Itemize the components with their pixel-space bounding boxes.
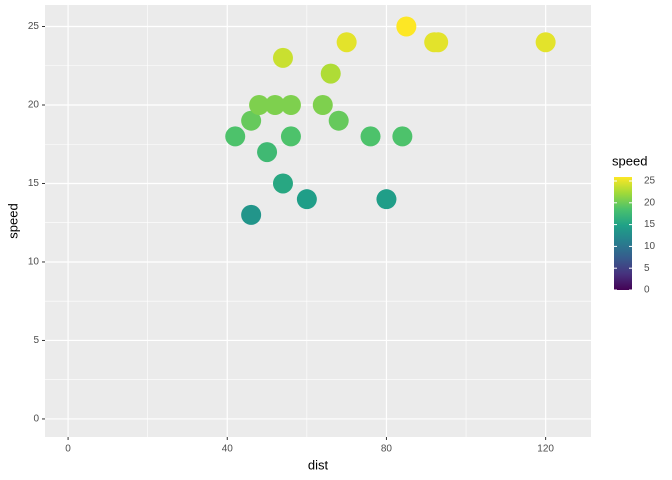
x-tick-label: 0 xyxy=(65,444,71,455)
legend-tick-label: 0 xyxy=(644,285,650,296)
point xyxy=(257,142,278,163)
point xyxy=(241,110,262,131)
legend-tick-label: 20 xyxy=(644,197,656,208)
point xyxy=(272,173,293,194)
legend-tick-label: 10 xyxy=(644,241,656,252)
point xyxy=(312,94,333,115)
point xyxy=(241,204,262,225)
legend-tick-label: 15 xyxy=(644,219,656,230)
point xyxy=(336,32,357,53)
point xyxy=(265,94,286,115)
point xyxy=(360,126,381,147)
x-axis-title: dist xyxy=(308,457,329,472)
point xyxy=(249,94,270,115)
point xyxy=(296,189,317,210)
legend-title: speed xyxy=(612,153,647,168)
point xyxy=(428,32,449,53)
panel xyxy=(45,5,591,437)
y-tick-label: 15 xyxy=(28,178,40,189)
point xyxy=(535,32,556,53)
y-axis-title: speed xyxy=(5,203,20,238)
y-tick-label: 10 xyxy=(28,257,40,268)
point xyxy=(392,126,413,147)
legend-tick-label: 5 xyxy=(644,263,650,274)
point xyxy=(280,94,301,115)
y-tick-label: 20 xyxy=(28,100,40,111)
legend-tick-label: 25 xyxy=(644,176,656,187)
x-tick-label: 80 xyxy=(381,444,393,455)
point xyxy=(396,16,417,37)
point xyxy=(376,189,397,210)
colorbar xyxy=(614,177,632,290)
point xyxy=(272,47,293,68)
x-tick-label: 120 xyxy=(537,444,554,455)
point xyxy=(280,126,301,147)
y-tick-label: 25 xyxy=(28,21,40,32)
y-tick-label: 0 xyxy=(33,414,39,425)
point xyxy=(320,63,341,84)
point xyxy=(328,110,349,131)
point xyxy=(225,126,246,147)
y-tick-label: 5 xyxy=(33,335,39,346)
x-tick-label: 40 xyxy=(222,444,234,455)
